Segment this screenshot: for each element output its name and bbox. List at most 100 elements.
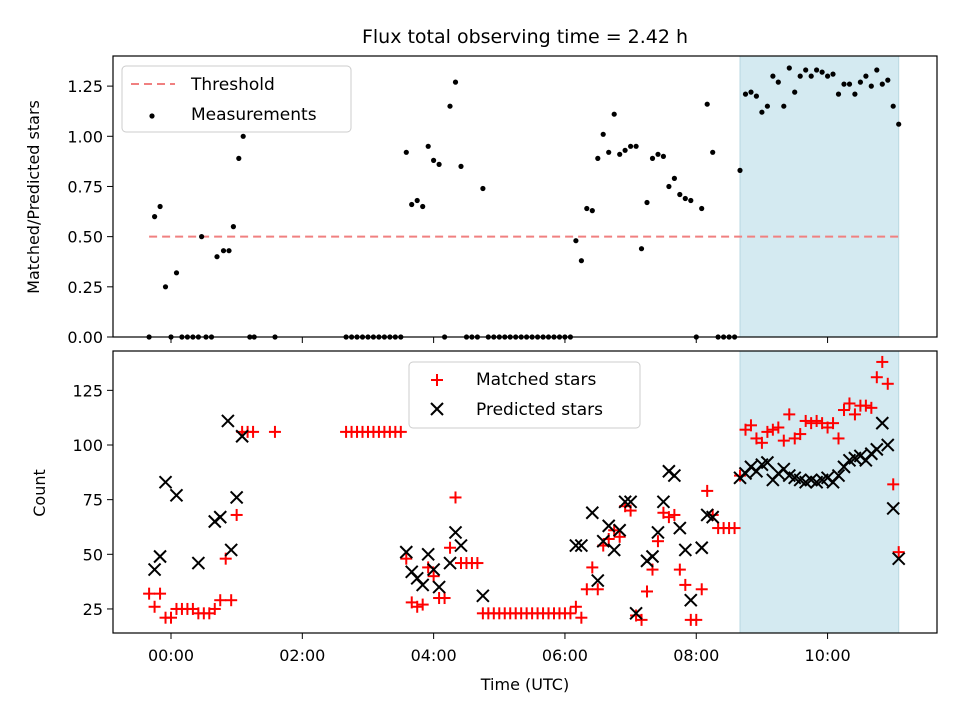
matched-star-point (148, 600, 161, 613)
matched-star-point (755, 436, 768, 449)
bottom-y-tick-label: 100 (72, 436, 103, 455)
measurement-point (220, 248, 227, 254)
matched-star-point (230, 508, 243, 521)
x-tick-label: 04:00 (411, 646, 457, 665)
measurement-point (173, 270, 180, 276)
measurement-point (633, 143, 639, 149)
matched-star-point (214, 594, 227, 607)
predicted-star-point (596, 534, 610, 548)
measurement-point (214, 254, 220, 260)
measurement-point (666, 183, 672, 190)
measurement-point (403, 149, 409, 155)
measurement-point (830, 71, 836, 77)
bottom-y-tick-label: 75 (83, 491, 103, 510)
bottom-y-ticks: 25 50 75 100 125 (72, 381, 113, 619)
measurement-point (677, 191, 683, 198)
matched-star-point (411, 600, 424, 613)
predicted-star-point (169, 488, 184, 502)
predicted-star-point (213, 510, 227, 524)
measurement-point (573, 238, 579, 244)
matched-star-point (444, 541, 457, 554)
predicted-star-point (881, 438, 895, 452)
measurement-point (857, 79, 864, 85)
predicted-star-point (235, 429, 249, 443)
predicted-star-point (224, 543, 238, 557)
predicted-star-point (443, 556, 457, 570)
matched-star-point (400, 552, 413, 565)
predicted-star-point (221, 414, 235, 428)
matched-star-point (635, 613, 648, 626)
predicted-star-point (585, 506, 600, 520)
predicted-star-point (191, 556, 206, 570)
measurement-point (742, 91, 749, 97)
predicted-star-point (421, 547, 435, 562)
matched-stars-points (143, 355, 905, 626)
measurement-point (584, 205, 590, 212)
matched-star-point (143, 587, 156, 600)
matched-star-point (575, 611, 588, 624)
matched-star-point (892, 546, 905, 559)
measurement-point (841, 81, 847, 87)
top-y-tick-label: 0.25 (67, 278, 103, 297)
matched-star-point (225, 594, 238, 607)
matched-star-point (876, 355, 889, 368)
predicted-star-point (831, 468, 846, 483)
measurement-points (146, 65, 902, 340)
matched-star-point (843, 397, 856, 410)
matched-star-point (438, 592, 451, 605)
measurement-point (748, 89, 754, 95)
matched-star-point (679, 578, 692, 591)
measurement-point (775, 79, 781, 85)
predicted-star-point (426, 562, 441, 577)
top-x-ticks (170, 337, 829, 343)
matched-star-point (394, 425, 407, 438)
predicted-star-point (656, 495, 671, 509)
measurement-point (808, 73, 814, 79)
predicted-star-point (673, 521, 687, 535)
measurement-point (447, 103, 453, 109)
measurement-point (589, 208, 595, 214)
measurement-point (863, 73, 869, 79)
predicted-star-point (667, 468, 682, 483)
matched-star-point (208, 602, 221, 615)
measurement-point (611, 111, 617, 117)
matched-star-point (744, 419, 757, 432)
measurement-point (704, 101, 710, 107)
legend-measurements-label: Measurements (191, 105, 317, 125)
chart-title: Flux total observing time = 2.42 h (362, 26, 688, 48)
measurement-point (710, 149, 716, 155)
bottom-legend: Matched stars Predicted stars (408, 361, 641, 429)
predicted-star-point (399, 545, 413, 559)
top-y-tick-label: 0.75 (67, 177, 103, 196)
measurement-point (240, 133, 246, 139)
measurement-point (458, 163, 464, 169)
bottom-x-ticks: 00:00 02:00 04:00 06:00 08:00 10:00 (148, 633, 851, 665)
matched-star-point (662, 511, 675, 524)
predicted-star-point (153, 549, 167, 564)
matched-star-point (564, 607, 577, 620)
measurement-point (759, 109, 765, 115)
measurement-point (682, 195, 688, 202)
matched-star-point (164, 611, 177, 624)
measurement-point (890, 103, 896, 109)
matched-star-point (887, 478, 900, 491)
measurement-point (770, 73, 776, 79)
x-axis-label: Time (UTC) (480, 675, 569, 694)
top-y-axis-label: Matched/Predicted stars (24, 100, 43, 294)
measurement-point (409, 201, 415, 208)
bottom-y-axis-label: Count (30, 469, 49, 517)
measurement-point (628, 143, 634, 149)
measurement-point (846, 81, 853, 87)
measurement-point (162, 284, 169, 290)
matched-star-point (859, 399, 872, 412)
x-tick-label: 06:00 (542, 646, 588, 665)
x-tick-label: 10:00 (805, 646, 851, 665)
legend-matched-swatch (431, 374, 443, 386)
measurement-point (578, 258, 585, 264)
measurement-point (157, 203, 163, 210)
measurement-point (885, 77, 891, 83)
predicted-star-point (629, 606, 643, 621)
measurement-point (699, 205, 705, 212)
matched-star-point (449, 491, 462, 504)
matched-star-point (690, 613, 703, 626)
